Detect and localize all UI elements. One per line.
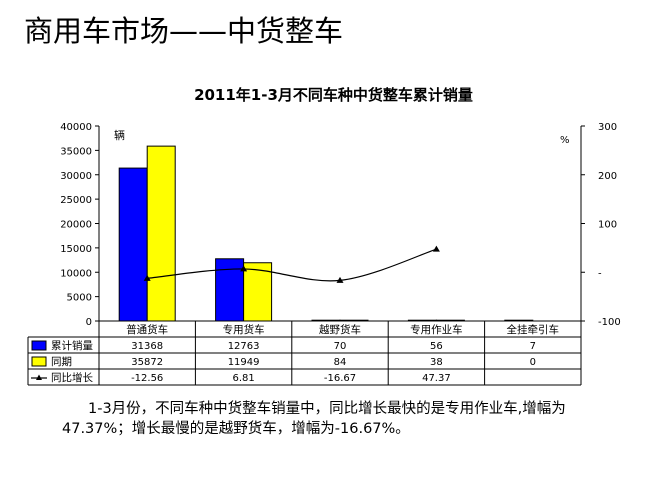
chart-title: 2011年1-3月不同车种中货整车累计销量 <box>194 86 473 104</box>
data-label: -16.67 <box>324 373 356 384</box>
left-tick-label: 15000 <box>60 244 92 255</box>
right-tick-label: 200 <box>598 171 617 182</box>
category-label: 全挂牵引车 <box>507 323 560 336</box>
left-tick-label: 20000 <box>60 220 92 231</box>
data-label: 0 <box>530 357 536 368</box>
data-label: 6.81 <box>232 373 254 384</box>
data-label: -12.56 <box>131 373 163 384</box>
left-tick-label: 10000 <box>60 268 92 279</box>
series-name: 同比增长 <box>51 371 93 384</box>
left-tick-label: 40000 <box>60 122 92 133</box>
data-label: 38 <box>430 357 443 368</box>
bar <box>146 145 176 322</box>
chart: 0 5000 10000 15000 20000 25000 30000 35000 40000… <box>27 122 621 386</box>
left-tick-label: 0 <box>86 317 92 328</box>
legend-swatch <box>31 356 47 367</box>
series-name: 累计销量 <box>51 339 93 352</box>
left-tick-label: 30000 <box>60 171 92 182</box>
left-axis-unit: 辆 <box>114 128 125 142</box>
growth-point <box>143 274 151 281</box>
bar <box>215 258 245 322</box>
data-label: 31368 <box>131 341 163 352</box>
data-label: 47.37 <box>422 373 451 384</box>
slide-title: 商用车市场——中货整车 <box>24 14 344 48</box>
growth-point <box>432 245 440 252</box>
data-label: 70 <box>334 341 347 352</box>
data-label: 56 <box>430 341 443 352</box>
left-tick-label: 35000 <box>60 146 92 157</box>
category-label: 专用货车 <box>223 323 265 336</box>
category-label: 普通货车 <box>126 323 168 336</box>
summary-text: 1-3月份，不同车种中货整车销量中，同比增长最快的是专用作业车,增幅为47.37… <box>62 401 566 437</box>
legend-marker <box>36 374 42 380</box>
data-label: 11949 <box>228 357 260 368</box>
bar <box>243 262 273 322</box>
left-tick-label: 25000 <box>60 195 92 206</box>
right-tick-label: 300 <box>598 122 617 133</box>
left-tick-label: 5000 <box>67 293 92 304</box>
growth-line <box>147 248 437 282</box>
data-label: 35872 <box>131 357 163 368</box>
series-name: 同期 <box>51 356 72 368</box>
data-label: 12763 <box>228 341 260 352</box>
right-tick-label: 100 <box>598 220 617 231</box>
data-label: 7 <box>530 341 536 352</box>
category-label: 越野货车 <box>319 323 361 336</box>
right-axis-unit: % <box>560 135 570 146</box>
data-label: 84 <box>334 357 347 368</box>
growth-point <box>240 265 248 272</box>
bar <box>118 167 148 322</box>
legend-swatch <box>31 340 47 351</box>
right-tick-label: - <box>598 268 602 279</box>
growth-point <box>336 276 344 283</box>
right-tick-label: -100 <box>598 317 621 328</box>
category-label: 专用作业车 <box>410 323 463 336</box>
